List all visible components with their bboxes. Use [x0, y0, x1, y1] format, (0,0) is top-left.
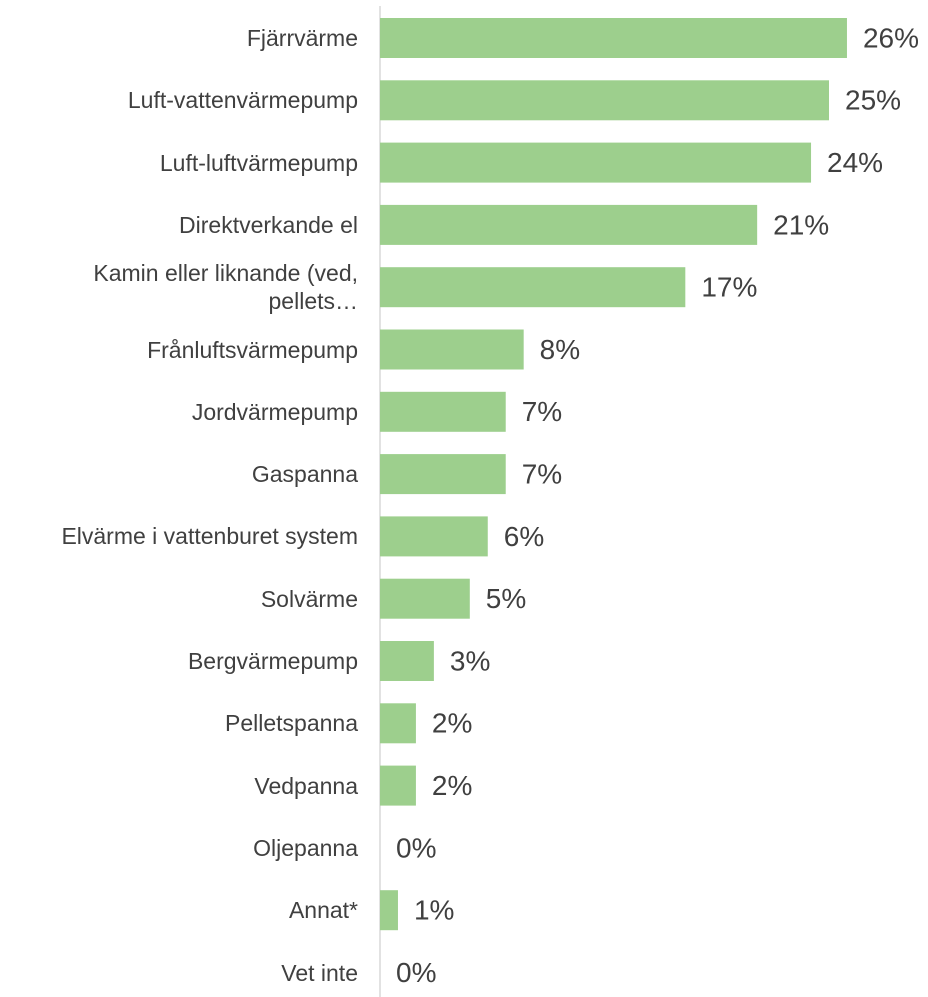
value-label: 21% [773, 209, 829, 240]
bar [380, 267, 686, 308]
bar [380, 142, 812, 183]
bar [380, 641, 434, 681]
category-label: Jordvärmepump [191, 398, 358, 425]
category-label: Vet inte [281, 959, 358, 986]
value-label: 17% [701, 272, 757, 303]
category-label: Fjärrvärme [246, 25, 358, 51]
bar [380, 516, 488, 557]
value-label: 0% [396, 832, 436, 863]
bar [380, 18, 847, 58]
category-label: Luft-luftvärmepump [159, 149, 358, 176]
category-label: Oljepanna [253, 834, 358, 861]
value-label: 6% [504, 521, 544, 552]
category-label: Pelletspanna [225, 710, 358, 737]
category-label: Bergvärmepump [187, 648, 358, 674]
category-label: Direktverkande el [179, 211, 358, 238]
value-label: 2% [432, 770, 472, 801]
category-label: Solvärme [260, 585, 358, 612]
category-label: Kamin eller liknande (ved, pellets… [93, 260, 358, 315]
category-label: Elvärme i vattenburet system [61, 523, 358, 550]
bar [380, 391, 506, 432]
value-label: 7% [522, 396, 562, 427]
bar [380, 890, 398, 931]
category-label: Vedpanna [254, 772, 358, 799]
bar [380, 204, 758, 245]
value-label: 8% [540, 334, 580, 365]
value-label: 7% [522, 458, 562, 489]
bar [380, 703, 416, 744]
value-label: 25% [845, 85, 901, 116]
bar [380, 765, 416, 806]
value-label: 0% [396, 957, 436, 988]
bar [380, 329, 524, 370]
category-label: Luft-vattenvärmepump [127, 87, 358, 114]
value-label: 5% [486, 583, 526, 614]
bar [380, 80, 829, 121]
value-label: 1% [414, 895, 454, 926]
category-label: Annat* [288, 897, 358, 924]
bar [380, 578, 470, 619]
value-label: 2% [432, 708, 472, 739]
category-label: Frånluftsvärmepump [147, 336, 358, 363]
category-label: Gaspanna [251, 461, 358, 488]
value-label: 24% [827, 147, 883, 178]
value-label: 3% [450, 645, 490, 676]
bar [380, 454, 506, 495]
value-label: 26% [863, 22, 919, 53]
